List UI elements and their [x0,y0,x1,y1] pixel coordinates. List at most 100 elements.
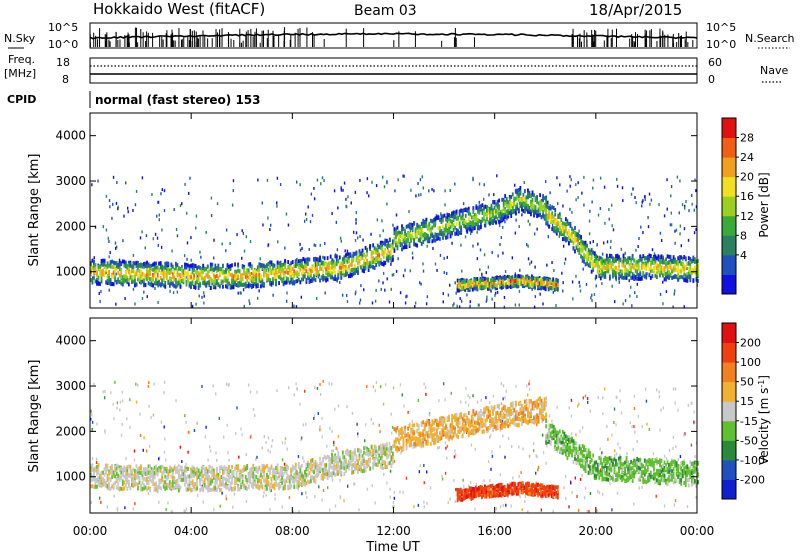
scatter-point [552,290,554,294]
scatter-point [575,274,577,278]
scatter-point [343,181,346,185]
echo-cell [454,213,456,218]
echo-cell [347,252,350,257]
echo-cell [493,217,496,222]
scatter-point [242,288,245,292]
echo-cell [181,271,183,276]
echo-cell [97,265,100,270]
echo-cell [640,276,643,281]
echo-cell [168,278,171,283]
scatter-point [389,495,391,499]
echo-cell [354,251,356,256]
scatter-point [631,425,633,429]
scatter-point [307,205,309,209]
scatter-point [551,224,554,228]
echo-cell [668,275,670,280]
echo-cell [106,274,109,279]
echo-cell [604,274,607,279]
echo-cell [419,224,422,229]
scatter-point [619,446,621,450]
echo-cell [496,199,499,204]
power-colorbar-label: Power [dB] [757,172,771,237]
echo-cell [596,269,599,274]
scatter-point [521,508,523,512]
echo-cell [297,272,300,277]
echo-cell [293,273,296,278]
echo-cell [129,270,132,275]
scatter-point [569,184,571,188]
scatter-point [532,449,535,453]
echo-cell [244,284,247,289]
echo-cell [135,272,138,277]
echo-cell [525,195,528,200]
scatter-point [368,194,370,198]
echo-cell [555,231,558,236]
scatter-point [671,458,673,462]
echo-cell [522,200,525,205]
echo-cell [112,264,115,269]
scatter-point [659,231,662,235]
echo-cell [121,277,124,282]
echo-cell [258,262,261,267]
scatter-point [660,408,662,412]
echo-cell [577,243,579,248]
scatter-point [499,445,501,449]
scatter-point [284,441,286,445]
echo-cell [381,262,384,267]
echo-cell [558,222,561,227]
echo-cell [349,262,352,267]
date-title: 18/Apr/2015 [589,1,683,19]
echo-cell [147,270,150,275]
scatter-point [618,280,620,284]
scatter-point [152,237,155,241]
echo-cell [442,231,444,236]
echo-cell [140,262,142,267]
echo-cell [331,261,334,266]
echo-cell [473,278,476,283]
echo-cell [162,277,165,282]
scatter-point [195,226,197,230]
echo-cell [434,238,437,243]
echo-cell [316,257,318,262]
echo-cell [663,259,666,264]
nave-label: Nave [760,64,788,77]
echo-cell [586,251,589,256]
echo-cell [357,266,359,271]
echo-cell [543,286,546,291]
echo-cell [466,222,469,227]
scatter-point [371,180,373,184]
echo-cell [589,257,592,262]
echo-cell [587,263,590,268]
scatter-point [499,243,501,247]
echo-cell [498,213,501,218]
scatter-point [165,508,167,512]
scatter-point [357,432,359,436]
nsky-trace [89,32,698,40]
scatter-point [469,232,472,236]
scatter-point [449,189,451,192]
scatter-point [389,487,391,491]
scatter-point [628,279,630,283]
echo-cell [109,260,112,265]
echo-cell [660,270,663,275]
echo-cell [499,275,502,280]
echo-cell [215,266,218,271]
scatter-point [337,404,340,408]
echo-cell [91,463,94,468]
scatter-point [288,496,291,500]
echo-cell [182,270,185,275]
echo-cell [616,268,619,273]
echo-cell [640,259,643,264]
echo-cell [535,276,538,281]
echo-cell [612,261,614,266]
echo-cell [578,236,581,241]
scatter-point [599,176,602,180]
scatter-point [440,212,442,216]
echo-cell [203,276,206,281]
echo-cell [134,274,136,279]
echo-cell [387,249,390,254]
echo-cell [491,280,494,285]
scatter-point [355,211,358,215]
scatter-point [442,433,444,437]
scatter-point [621,186,624,190]
